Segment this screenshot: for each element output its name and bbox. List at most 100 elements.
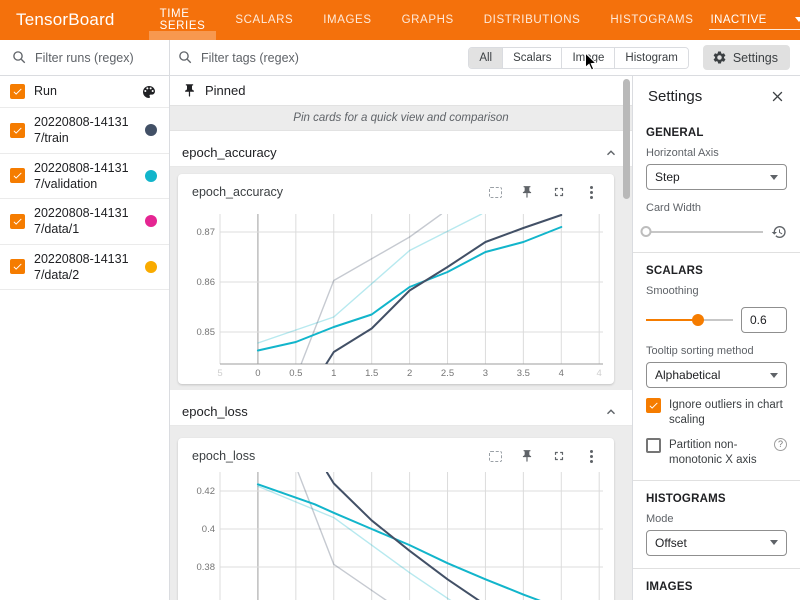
tab-time-series[interactable]: TIME SERIES [145,0,221,40]
card-title: epoch_loss [192,449,256,463]
fit-to-data-button[interactable] [483,182,507,202]
run-row: 20220808-141317/data/2 [0,245,169,290]
histogram-mode-value: Offset [655,535,687,550]
reset-icon[interactable] [771,224,787,240]
pin-icon [185,84,194,97]
section-header-epoch-loss[interactable]: epoch_loss [170,398,632,426]
tab-distributions[interactable]: DISTRIBUTIONS [483,14,581,26]
filter-chip-scalars[interactable]: Scalars [502,47,562,68]
settings-button[interactable]: Settings [702,45,790,70]
ignore-outliers-label: Ignore outliers in chart scaling [669,399,783,426]
section-title: epoch_loss [182,404,248,419]
svg-text:0.5: 0.5 [289,368,302,379]
close-icon[interactable] [770,89,785,104]
card-menu-button[interactable] [579,446,603,466]
svg-text:1.5: 1.5 [365,368,378,379]
select-all-runs-checkbox[interactable] [10,84,25,99]
palette-icon[interactable] [141,84,157,100]
pin-card-button[interactable] [515,446,539,466]
header-actions: INACTIVE ? [708,6,800,34]
svg-text:3: 3 [483,368,488,379]
card-zone: epoch_loss 0.360.380.40.42 [170,426,632,600]
filter-chip-image[interactable]: Image [561,47,615,68]
run-checkbox[interactable] [10,168,25,184]
fit-to-data-button[interactable] [483,446,507,466]
filter-runs-field[interactable] [0,40,169,76]
partition-x-axis-label: Partition non-monotonic X axis [669,438,757,466]
images-heading: IMAGES [646,580,693,593]
horizontal-axis-select[interactable]: Step [646,164,787,190]
pinned-empty-message: Pin cards for a quick view and compariso… [170,105,632,131]
smoothing-label: Smoothing [646,285,699,297]
runs-header-row: Run [0,76,169,108]
svg-text:0.87: 0.87 [197,227,216,238]
run-color-dot [145,215,157,228]
svg-text:3.5: 3.5 [517,368,530,379]
histogram-mode-label: Mode [646,512,674,525]
ignore-outliers-checkbox[interactable] [646,398,661,413]
run-checkbox[interactable] [10,259,25,275]
smoothing-value-input[interactable]: 0.6 [741,307,787,333]
card-width-slider[interactable] [640,226,763,238]
runs-sidebar: Run 20220808-141317/train20220808-141317… [0,40,170,600]
run-row: 20220808-141317/train [0,108,169,154]
fit-to-data-icon [488,186,502,198]
tag-type-filter-group: All Scalars Image Histogram [468,46,689,69]
horizontal-axis-label: Horizontal Axis [646,147,719,159]
card-title: epoch_accuracy [192,185,284,199]
run-label: 20220808-141317/train [34,115,129,146]
tab-graphs[interactable]: GRAPHS [401,14,454,26]
run-checkbox[interactable] [10,122,25,138]
tab-histograms[interactable]: HISTOGRAMS [610,14,694,26]
runs-list: 20220808-141317/train 20220808-141317/val… [0,108,169,290]
filter-chip-all[interactable]: All [469,47,503,68]
run-color-dot [145,260,157,273]
filter-tags-input[interactable] [201,50,351,65]
gear-icon [713,51,726,64]
histogram-mode-select[interactable]: Offset [646,529,787,556]
filter-runs-input[interactable] [35,50,153,65]
pin-card-button[interactable] [515,182,539,202]
filter-tags-field[interactable] [178,50,468,65]
fullscreen-button[interactable] [547,182,571,202]
run-label: 20220808-141317/data/1 [34,206,129,237]
chevron-up-icon[interactable] [604,405,618,419]
svg-text:4: 4 [597,368,602,379]
svg-text:0.42: 0.42 [197,486,216,497]
scalar-card-epoch-loss: epoch_loss 0.360.380.40.42 [178,438,614,600]
fullscreen-button[interactable] [547,446,571,466]
fullscreen-icon [554,451,564,461]
active-plugins-select[interactable]: INACTIVE [708,11,800,30]
chevron-down-icon [794,17,800,22]
kebab-icon [589,449,593,463]
run-row: 20220808-141317/validation [0,154,169,199]
partition-x-axis-checkbox[interactable] [646,437,661,453]
svg-text:0: 0 [255,368,260,379]
card-menu-button[interactable] [579,182,603,202]
active-plugins-value: INACTIVE [710,13,767,26]
tab-images[interactable]: IMAGES [323,14,372,26]
pin-icon [522,450,532,462]
help-icon[interactable]: ? [774,437,787,451]
tooltip-sort-select[interactable]: Alphabetical [646,362,787,388]
settings-button-label: Settings [732,50,778,65]
line-chart-epoch-loss[interactable]: 0.360.380.40.42 [183,472,609,600]
svg-text:0.38: 0.38 [197,562,216,573]
section-header-epoch-accuracy[interactable]: epoch_accuracy [170,139,632,167]
scalar-card-epoch-accuracy: epoch_accuracy 0.85 0.86 0.87 5 0 0.5 1 1.5 2 2.5… [178,174,614,384]
smoothing-slider[interactable] [646,314,733,326]
svg-text:1: 1 [331,368,336,379]
svg-text:0.85: 0.85 [197,327,216,338]
filter-chip-histogram[interactable]: Histogram [614,47,688,68]
tab-scalars[interactable]: SCALARS [235,14,294,26]
run-row: 20220808-141317/data/1 [0,199,169,245]
line-chart-epoch-accuracy[interactable]: 0.85 0.86 0.87 5 0 0.5 1 1.5 2 2.5 3 3.5 4 4 [183,204,609,380]
chevron-up-icon[interactable] [604,146,618,160]
vertical-scrollbar[interactable] [623,79,630,199]
run-checkbox[interactable] [10,213,25,229]
chevron-down-icon [770,174,778,180]
svg-text:0.86: 0.86 [197,277,216,288]
app-header: TensorBoard TIME SERIES SCALARS IMAGES GRAP… [0,0,800,40]
card-stream: Pinned Pin cards for a quick view and co… [170,76,632,600]
